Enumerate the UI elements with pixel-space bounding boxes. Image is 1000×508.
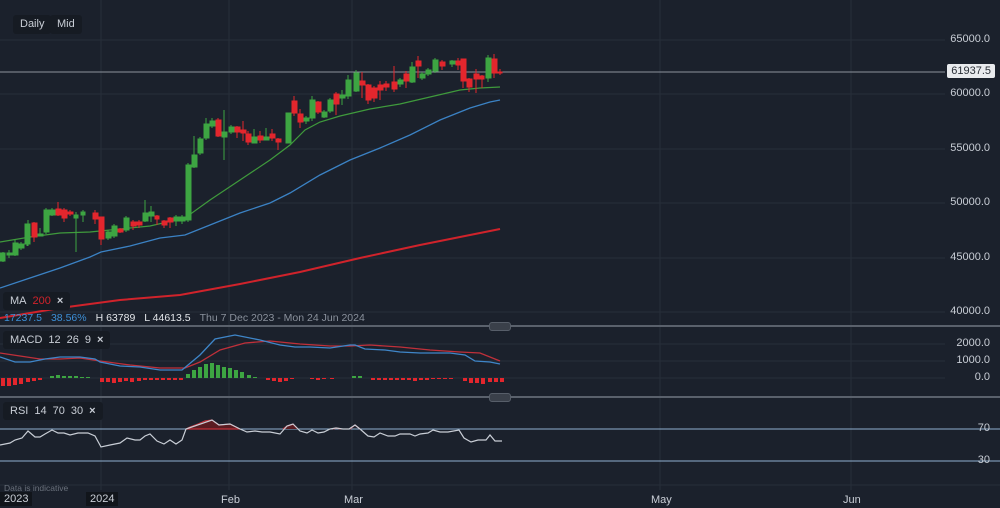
change-value: 17237.5 xyxy=(4,312,42,324)
macd-slow: 26 xyxy=(66,334,79,346)
macd-signal: 9 xyxy=(84,334,92,346)
remove-ma-icon[interactable]: × xyxy=(56,295,64,307)
rsi-legend-name: RSI xyxy=(10,405,29,417)
stats-bar: 17237.5 38.56% H 63789 L 44613.5 Thu 7 Dec 2… xyxy=(4,312,374,324)
macd-fast: 12 xyxy=(48,334,61,346)
rsi-lower: 30 xyxy=(70,405,84,417)
ma-legend[interactable]: MA 200 × xyxy=(3,292,71,310)
macd-histogram xyxy=(1,363,504,386)
price-tick: 65000.0 xyxy=(950,33,990,45)
rsi-tick: 70 xyxy=(977,422,990,434)
rsi-tick: 30 xyxy=(977,454,990,466)
interval-button[interactable]: Daily xyxy=(13,15,52,34)
ma-short-line xyxy=(0,86,501,243)
ma-legend-period: 200 xyxy=(32,295,51,307)
grid xyxy=(0,0,1000,490)
time-label-mar: Mar xyxy=(344,494,363,506)
time-label-2024: 2024 xyxy=(86,492,119,506)
macd-pane-resize-handle[interactable] xyxy=(489,322,511,331)
data-disclaimer: Data is indicative xyxy=(4,483,69,493)
rsi-pane-resize-handle[interactable] xyxy=(489,393,511,402)
ma-200-line xyxy=(0,228,501,319)
rsi-period: 14 xyxy=(34,405,47,417)
current-price-tag: 61937.5 xyxy=(947,64,995,78)
rsi-legend[interactable]: RSI 14 70 30 × xyxy=(3,402,103,420)
time-label-feb: Feb xyxy=(221,494,240,506)
macd-tick: 0.0 xyxy=(974,371,990,383)
rsi-line xyxy=(0,419,502,448)
price-tick: 45000.0 xyxy=(950,251,990,263)
price-tick: 55000.0 xyxy=(950,142,990,154)
candles xyxy=(0,54,503,262)
low-value: L 44613.5 xyxy=(144,312,191,324)
macd-tick: 1000.0 xyxy=(956,354,990,366)
price-type-button[interactable]: Mid xyxy=(50,15,82,34)
macd-line xyxy=(0,334,501,371)
macd-legend[interactable]: MACD 12 26 9 × xyxy=(3,331,111,349)
price-tick: 60000.0 xyxy=(950,87,990,99)
high-value: H 63789 xyxy=(95,312,136,324)
time-label-may: May xyxy=(651,494,672,506)
remove-rsi-icon[interactable]: × xyxy=(89,405,96,417)
change-percent: 38.56% xyxy=(50,312,87,324)
rsi-upper: 70 xyxy=(52,405,65,417)
macd-legend-name: MACD xyxy=(10,334,43,346)
price-tick: 40000.0 xyxy=(950,305,990,317)
macd-signal-line xyxy=(0,340,501,369)
macd-tick: 2000.0 xyxy=(956,337,990,349)
remove-macd-icon[interactable]: × xyxy=(97,334,104,346)
price-tick: 50000.0 xyxy=(950,196,990,208)
time-label-jun: Jun xyxy=(843,494,861,506)
ma-mid-line xyxy=(0,99,501,289)
ma-legend-name: MA xyxy=(10,295,27,307)
date-range: Thu 7 Dec 2023 - Mon 24 Jun 2024 xyxy=(199,312,365,324)
time-label-2023: 2023 xyxy=(0,492,33,506)
